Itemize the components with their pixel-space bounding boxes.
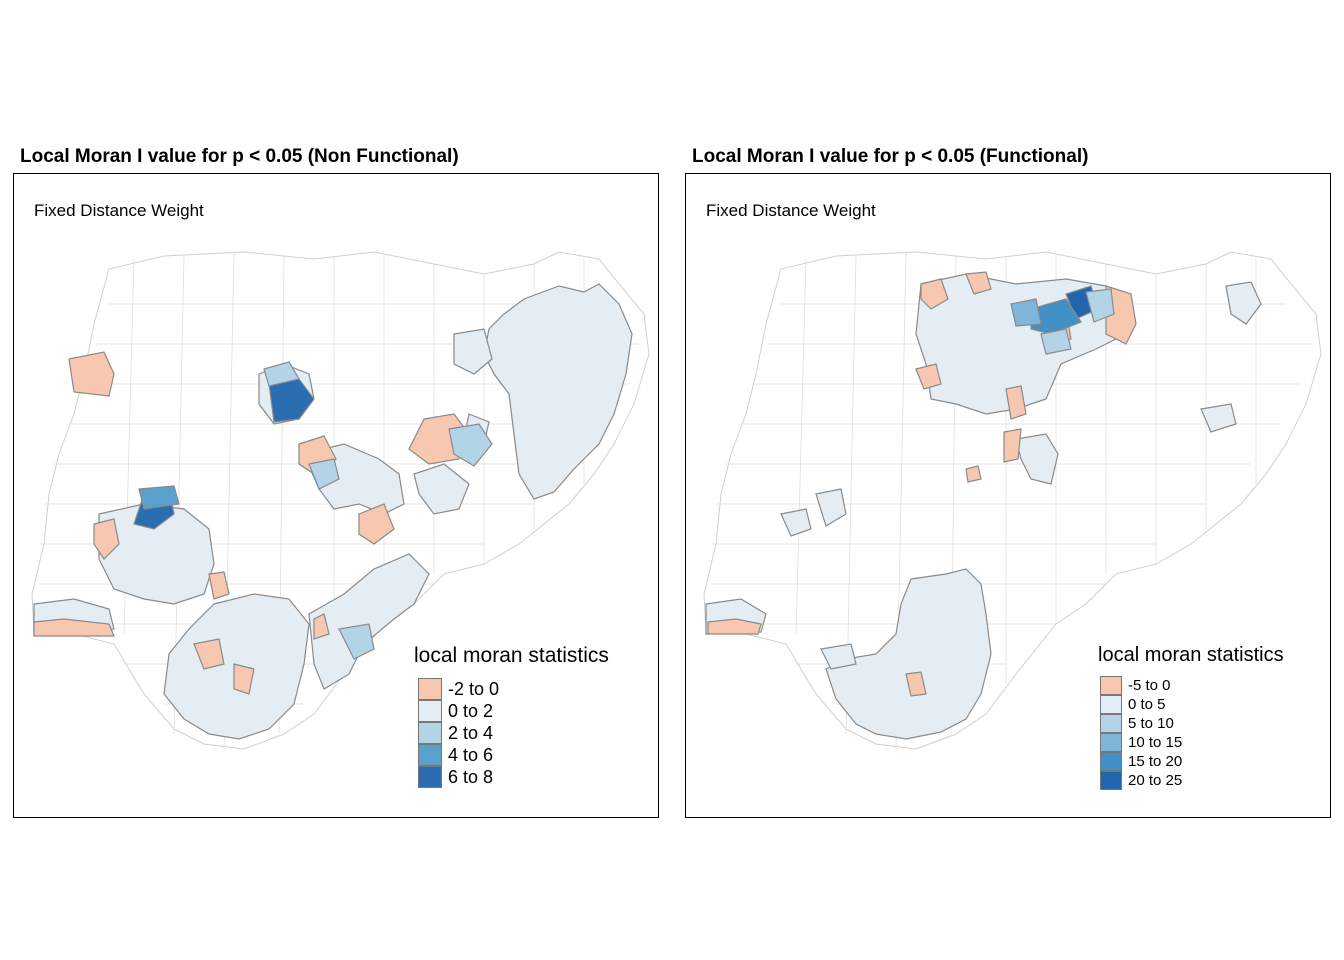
- region-northeast: [413, 283, 633, 515]
- map-title-functional: Local Moran I value for p < 0.05 (Functi…: [692, 146, 1089, 167]
- legend-swatch: [1100, 676, 1122, 695]
- map-panel-functional: Fixed Distance Weight: [685, 173, 1331, 818]
- map-panel-nonfunctional: Fixed Distance Weight: [13, 173, 659, 818]
- legend-swatch: [418, 678, 442, 700]
- legend-title: local moran statistics: [1098, 644, 1284, 666]
- legend-swatch: [1100, 695, 1122, 714]
- legend-label: -5 to 0: [1128, 677, 1171, 694]
- legend-label: 6 to 8: [448, 766, 494, 787]
- legend-item: 15 to 20: [1100, 752, 1182, 771]
- legend-item: 0 to 2: [418, 700, 493, 722]
- legend-label: -2 to 0: [448, 678, 500, 699]
- legend-label: 0 to 5: [1128, 696, 1166, 713]
- legend-swatch: [418, 766, 442, 788]
- legend-label: 4 to 6: [448, 744, 494, 765]
- legend-item: 0 to 5: [1100, 695, 1166, 714]
- high-areas: [1010, 285, 1115, 355]
- legend-swatch: [418, 700, 442, 722]
- legend-swatch: [418, 722, 442, 744]
- high-areas: [133, 361, 493, 660]
- legend-item: 5 to 10: [1100, 714, 1174, 733]
- legend-item: -2 to 0: [418, 678, 499, 700]
- legend-title: local moran statistics: [414, 644, 609, 667]
- legend-swatch: [1100, 771, 1122, 790]
- country-outline: [703, 251, 1322, 750]
- map-subtitle: Fixed Distance Weight: [706, 201, 876, 220]
- negative-areas: [33, 351, 470, 695]
- map-subtitle: Fixed Distance Weight: [34, 201, 204, 220]
- legend-swatch: [1100, 733, 1122, 752]
- legend-item: -5 to 0: [1100, 676, 1171, 695]
- choropleth-map-nonfunctional: [31, 251, 650, 750]
- legend-item: 10 to 15: [1100, 733, 1182, 752]
- legend-item: 2 to 4: [418, 722, 493, 744]
- legend-swatch: [1100, 714, 1122, 733]
- legend-label: 15 to 20: [1128, 753, 1183, 770]
- legend-item: 20 to 25: [1100, 771, 1182, 790]
- legend-label: 2 to 4: [448, 722, 494, 743]
- legend-label: 0 to 2: [448, 700, 494, 721]
- legend-label: 5 to 10: [1128, 715, 1174, 732]
- legend-swatch: [1100, 752, 1122, 771]
- legend-swatch: [418, 744, 442, 766]
- choropleth-map-functional: [703, 251, 1322, 750]
- legend-item: 4 to 6: [418, 744, 493, 766]
- legend-label: 10 to 15: [1128, 734, 1183, 751]
- region-south: [820, 568, 992, 740]
- legend-label: 20 to 25: [1128, 772, 1183, 789]
- legend-item: 6 to 8: [418, 766, 493, 788]
- map-title-nonfunctional: Local Moran I value for p < 0.05 (Non Fu…: [20, 146, 459, 167]
